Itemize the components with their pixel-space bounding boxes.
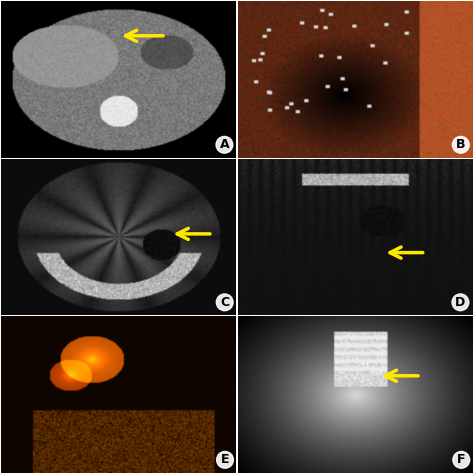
Text: B: B: [456, 138, 465, 151]
Text: F: F: [457, 453, 465, 466]
Text: E: E: [221, 453, 229, 466]
Text: D: D: [456, 296, 465, 309]
Text: A: A: [219, 138, 229, 151]
Text: C: C: [220, 296, 229, 309]
